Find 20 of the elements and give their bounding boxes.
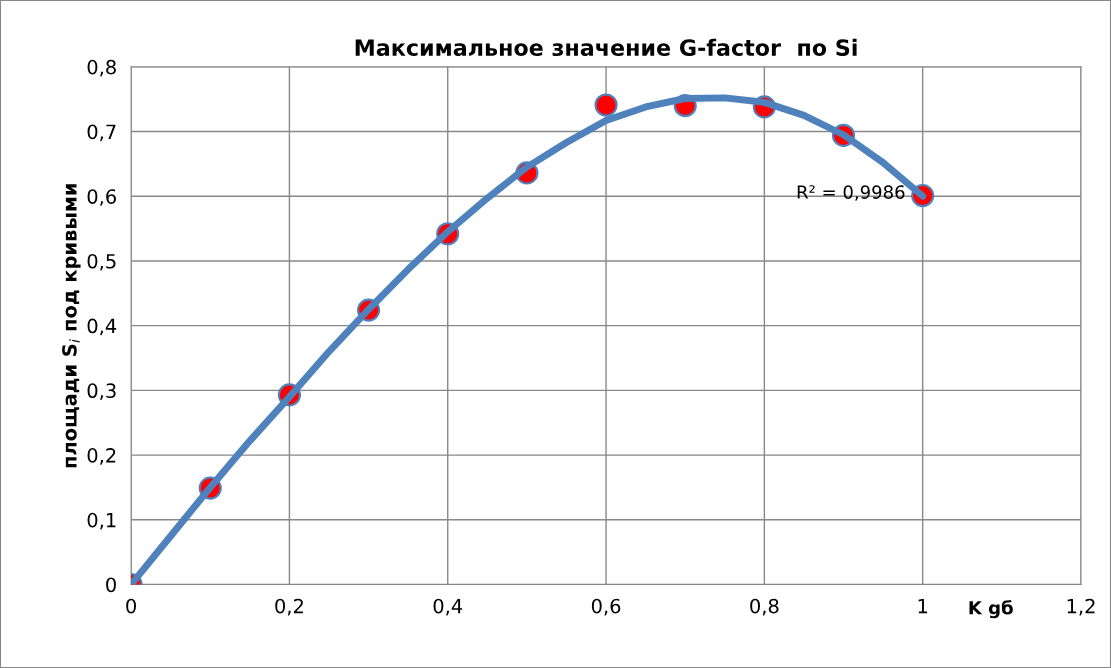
x-tick-label: 0,6 (591, 598, 621, 616)
x-tick-label: 0,8 (750, 598, 779, 616)
y-tick-label: 0 (106, 577, 116, 593)
y-tick-label: 0,6 (87, 189, 116, 206)
x-tick-label: 0 (126, 598, 136, 614)
y-tick-label: 0,4 (87, 318, 117, 336)
y-axis-title: площади S$_{i}$ под кривыми (62, 184, 81, 468)
x-tick-label: 1,2 (1067, 598, 1095, 616)
y-tick-label: 0,1 (87, 512, 116, 530)
x-tick-label: 1 (918, 598, 928, 614)
y-tick-label: 0,5 (87, 253, 116, 271)
x-axis-title: K gб (969, 600, 1013, 619)
x-tick-label: 0,2 (275, 598, 303, 616)
x-tick-label: 0,4 (433, 598, 463, 616)
y-tick-label: 0,2 (87, 448, 116, 465)
annotation: R² = 0,9986 (797, 185, 905, 201)
y-tick-label: 0,8 (87, 59, 116, 77)
chart-title: Максимальное значение G-factor по Si (355, 38, 857, 56)
y-tick-label: 0,7 (87, 124, 116, 142)
y-tick-label: 0,3 (87, 383, 116, 401)
